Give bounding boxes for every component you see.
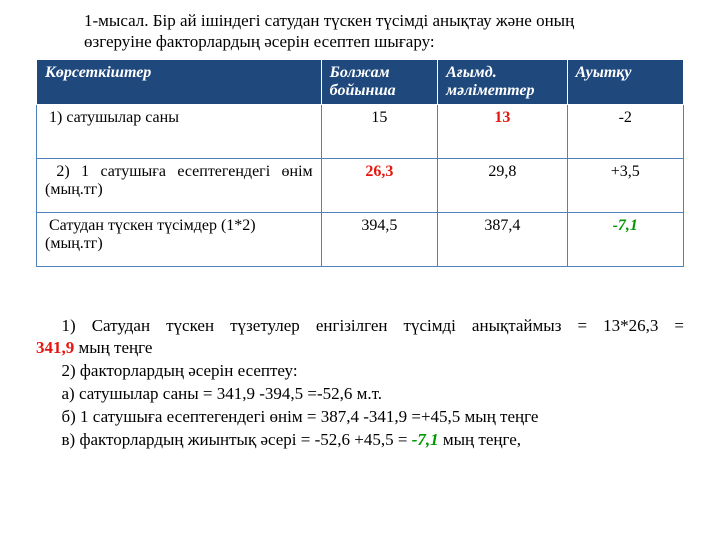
cell-forecast: 15	[321, 104, 437, 158]
table-row: 2) 1 сатушыға есептегендегі өнім (мың.тг…	[37, 158, 684, 212]
calculations-block: 1) Сатудан түскен түзетулер енгізілген т…	[36, 315, 684, 453]
calc-line-3: а) сатушылар саны = 341,9 -394,5 =-52,6 …	[36, 383, 684, 406]
calc-line-1b: 341,9 мың теңге	[36, 337, 684, 360]
cell-forecast: 394,5	[321, 212, 437, 266]
calc-line-4: б) 1 сатушыға есептегендегі өнім = 387,4…	[36, 406, 684, 429]
cell-current: 387,4	[438, 212, 567, 266]
cell-name: Сатудан түскен түсімдер (1*2) (мың.тг)	[37, 212, 322, 266]
cell-deviation: +3,5	[567, 158, 683, 212]
data-table: Көрсеткіштер Болжам бойынша Ағымд. мәлім…	[36, 59, 684, 267]
table-row: 1) сатушылар саны 15 13 -2	[37, 104, 684, 158]
th-indicators: Көрсеткіштер	[37, 59, 322, 104]
th-current: Ағымд. мәліметтер	[438, 59, 567, 104]
calc-line-1: 1) Сатудан түскен түзетулер енгізілген т…	[36, 315, 684, 338]
calc-line-2: 2) факторлардың әсерін есептеу:	[36, 360, 684, 383]
cell-current: 13	[438, 104, 567, 158]
calc-line-5: в) факторлардың жиынтық әсері = -52,6 +4…	[36, 429, 684, 452]
example-title: 1-мысал. Бір ай ішіндегі сатудан түскен …	[84, 10, 636, 53]
th-deviation: Ауытқу	[567, 59, 683, 104]
cell-deviation: -2	[567, 104, 683, 158]
table-row: Сатудан түскен түсімдер (1*2) (мың.тг) 3…	[37, 212, 684, 266]
cell-name: 1) сатушылар саны	[37, 104, 322, 158]
cell-deviation: -7,1	[567, 212, 683, 266]
cell-name: 2) 1 сатушыға есептегендегі өнім (мың.тг…	[37, 158, 322, 212]
cell-current: 29,8	[438, 158, 567, 212]
cell-forecast: 26,3	[321, 158, 437, 212]
th-forecast: Болжам бойынша	[321, 59, 437, 104]
